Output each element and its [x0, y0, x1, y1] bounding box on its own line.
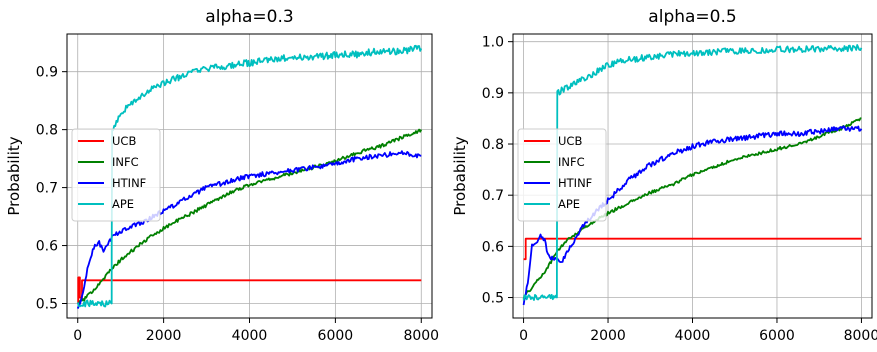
series-line-ucb — [523, 237, 862, 261]
legend-label-infc: INFC — [558, 155, 585, 169]
series-group — [76, 44, 423, 309]
x-tick-label: 0 — [519, 328, 528, 344]
legend-box — [71, 128, 161, 222]
series-line-ape — [522, 44, 863, 301]
y-tick-label: 0.9 — [482, 86, 504, 102]
y-tick-label: 0.5 — [36, 297, 58, 313]
x-tick-label: 4000 — [232, 328, 268, 344]
legend-label-htinf: HTINF — [558, 176, 592, 190]
y-tick-label: 0.7 — [36, 181, 58, 197]
chart-title: alpha=0.5 — [648, 7, 736, 27]
legend-label-htinf: HTINF — [112, 176, 146, 190]
series-group — [522, 44, 863, 306]
y-tick-label: 0.6 — [482, 239, 504, 255]
legend-label-infc: INFC — [112, 155, 139, 169]
chart-panel-alpha-0.5: 0 2000 4000 6000 8000 0.5 0.6 0.7 0.8 0.9 1.0 Proba… — [451, 7, 877, 344]
y-tick-label: 0.6 — [36, 239, 58, 255]
y-tick-label: 0.9 — [36, 65, 58, 81]
x-tick-label: 0 — [73, 328, 82, 344]
y-axis-label: Probability — [451, 136, 469, 215]
y-tick-label: 0.8 — [36, 123, 58, 139]
x-tick-label: 6000 — [318, 328, 354, 344]
legend-label-ape: APE — [112, 197, 134, 211]
legend-label-ape: APE — [558, 197, 580, 211]
legend-label-ucb: UCB — [112, 134, 136, 148]
chart-title: alpha=0.3 — [205, 7, 293, 27]
chart-panel-alpha-0.3: 0 2000 4000 6000 8000 0.5 0.6 0.7 0.8 0.9 Probabil… — [5, 7, 439, 344]
x-tick-label: 2000 — [146, 328, 182, 344]
series-line-infc — [77, 128, 423, 306]
series-line-htinf — [522, 125, 863, 306]
y-axis-label: Probability — [5, 136, 23, 215]
legend-box — [517, 128, 607, 222]
legend-label-ucb: UCB — [558, 134, 582, 148]
series-line-ucb — [77, 276, 422, 305]
y-tick-label: 0.5 — [482, 291, 504, 307]
x-tick-label: 2000 — [590, 328, 626, 344]
y-tick-label: 1.0 — [482, 35, 504, 51]
legend: UCB INFC HTINF APE — [71, 128, 161, 222]
series-line-ape — [76, 44, 423, 308]
x-tick-label: 8000 — [844, 328, 877, 344]
series-line-htinf — [76, 150, 422, 309]
legend: UCB INFC HTINF APE — [517, 128, 607, 222]
x-tick-label: 8000 — [403, 328, 439, 344]
y-tick-label: 0.7 — [482, 188, 504, 204]
x-tick-label: 4000 — [675, 328, 711, 344]
y-tick-label: 0.8 — [482, 137, 504, 153]
x-tick-label: 6000 — [759, 328, 795, 344]
